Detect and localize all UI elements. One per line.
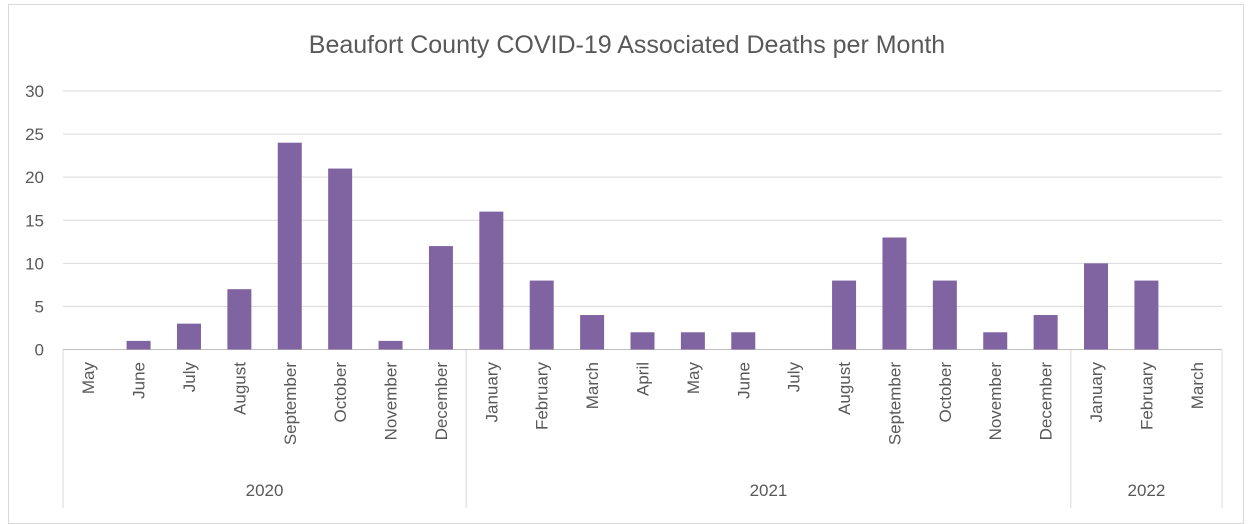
bar xyxy=(932,280,957,350)
year-group-labels: 2020 2021 2022 xyxy=(62,350,1223,508)
x-tick-label: January xyxy=(1087,362,1106,423)
y-tick-label: 15 xyxy=(25,211,44,230)
x-tick-label: March xyxy=(583,362,602,409)
year-label: 2021 xyxy=(750,481,788,500)
y-tick-label: 30 xyxy=(25,82,44,101)
bar xyxy=(428,246,453,350)
y-axis-ticks: 0 5 10 15 20 25 30 xyxy=(25,82,44,360)
x-tick-label: January xyxy=(482,362,501,423)
bar xyxy=(630,332,655,350)
bar xyxy=(731,332,756,350)
bar xyxy=(580,315,605,350)
bar xyxy=(1134,280,1159,350)
bar xyxy=(277,142,302,350)
x-tick-label: December xyxy=(1037,362,1056,441)
bar xyxy=(680,332,705,350)
year-label: 2020 xyxy=(246,481,284,500)
x-tick-label: September xyxy=(281,362,300,445)
x-tick-label: June xyxy=(734,362,753,399)
bar xyxy=(529,280,554,350)
y-tick-label: 25 xyxy=(25,125,44,144)
x-tick-label: September xyxy=(885,362,904,445)
chart-svg: Beaufort County COVID-19 Associated Deat… xyxy=(25,31,1223,508)
bar xyxy=(479,211,504,350)
bar xyxy=(1033,315,1058,350)
x-tick-label: October xyxy=(331,362,350,423)
y-tick-label: 10 xyxy=(25,254,44,273)
bar xyxy=(328,168,353,350)
x-tick-label: May xyxy=(684,362,703,395)
bar xyxy=(832,280,857,350)
x-tick-label: July xyxy=(785,362,804,393)
x-tick-label: November xyxy=(382,362,401,441)
year-label: 2022 xyxy=(1127,481,1165,500)
x-tick-label: August xyxy=(230,362,249,415)
bar xyxy=(176,323,201,350)
y-tick-label: 20 xyxy=(25,168,44,187)
x-tick-label: July xyxy=(180,362,199,393)
x-tick-label: April xyxy=(634,362,653,396)
x-tick-label: June xyxy=(130,362,149,399)
x-tick-label: February xyxy=(1137,362,1156,431)
x-tick-label: February xyxy=(533,362,552,431)
x-tick-label: August xyxy=(835,362,854,415)
gridlines xyxy=(63,90,1222,350)
chart-title: Beaufort County COVID-19 Associated Deat… xyxy=(309,31,945,59)
x-tick-label: March xyxy=(1188,362,1207,409)
x-tick-label: May xyxy=(79,362,98,395)
y-tick-label: 5 xyxy=(35,297,44,316)
x-tick-label: November xyxy=(986,362,1005,441)
bar xyxy=(378,340,403,350)
bar xyxy=(126,340,151,350)
y-tick-label: 0 xyxy=(35,341,44,360)
bar xyxy=(1084,263,1109,350)
bar xyxy=(882,237,907,350)
x-tick-label: October xyxy=(936,362,955,423)
bar xyxy=(227,289,252,350)
x-axis-labels: May June July August September October Novembe… xyxy=(79,362,1207,446)
x-tick-label: December xyxy=(432,362,451,441)
bars xyxy=(126,142,1159,350)
bar xyxy=(983,332,1008,350)
